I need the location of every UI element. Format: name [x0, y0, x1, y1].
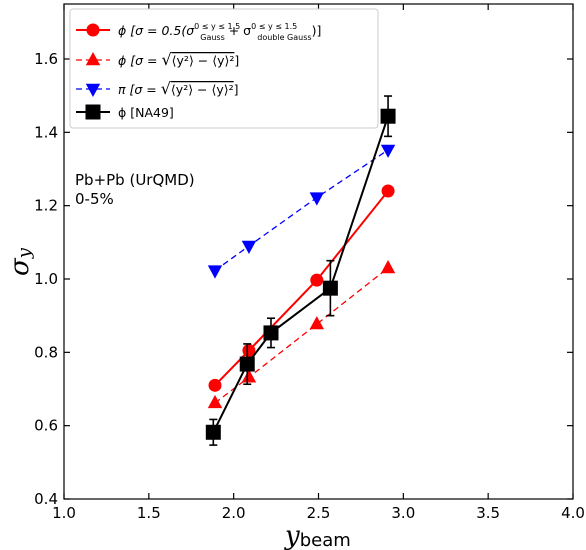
annotation-line: Pb+Pb (UrQMD): [75, 171, 195, 189]
legend-label: ϕ [NA49]: [118, 105, 174, 120]
data-point: [309, 192, 325, 206]
data-point: [263, 325, 279, 341]
x-tick-label: 2.5: [307, 504, 331, 522]
x-tick-label: 3.5: [476, 504, 500, 522]
data-point: [309, 316, 325, 330]
legend-marker: [85, 104, 101, 120]
series-line: [214, 190, 389, 387]
y-tick-label: 1.0: [34, 270, 58, 288]
series-4: [205, 95, 396, 446]
data-point: [239, 356, 255, 372]
y-axis-label: σy: [5, 247, 35, 276]
data-point: [241, 369, 257, 383]
legend-marker: [86, 23, 100, 37]
series-1: [208, 184, 395, 392]
legend-label: ϕ [σ = 0.5(σ0 ≤ y ≤ 1.5 Gauss + σ0 ≤ y ≤ …: [118, 22, 321, 42]
data-point: [380, 260, 396, 274]
x-tick-label: 3.0: [391, 504, 415, 522]
series-2: [207, 260, 396, 409]
x-tick-label: 1.0: [52, 504, 76, 522]
data-point: [208, 378, 222, 392]
data-point: [322, 280, 338, 296]
legend-label: π [σ = √⟨y²⟩ − ⟨y⟩²]: [118, 79, 239, 98]
y-tick-label: 1.4: [34, 123, 58, 141]
legend: ϕ [σ = 0.5(σ0 ≤ y ≤ 1.5 Gauss + σ0 ≤ y ≤ …: [69, 8, 379, 129]
y-tick-label: 0.8: [34, 343, 58, 361]
series-3: [207, 144, 396, 279]
data-point: [205, 424, 221, 440]
data-point: [207, 394, 223, 409]
y-tick-label: 1.6: [34, 50, 58, 68]
y-tick-label: 1.2: [34, 197, 58, 215]
data-point: [381, 184, 395, 198]
legend-label: ϕ [σ = √⟨y²⟩ − ⟨y⟩²]: [118, 50, 239, 69]
x-tick-label: 4.0: [561, 504, 585, 522]
series-line: [214, 267, 389, 404]
data-point: [242, 344, 256, 357]
series-line: [214, 149, 389, 272]
annotation-line: 0-5%: [75, 190, 114, 208]
y-tick-label: 0.6: [34, 417, 58, 435]
data-point: [380, 108, 396, 124]
y-tick-label: 0.4: [34, 490, 58, 508]
data-point: [310, 273, 324, 287]
legend-marker: [85, 52, 101, 66]
x-tick-label: 1.5: [137, 504, 161, 522]
data-point: [380, 144, 396, 158]
data-point: [241, 240, 257, 254]
x-tick-label: 2.0: [222, 504, 246, 522]
legend-frame: [69, 8, 379, 129]
x-axis-label: ybeam: [284, 521, 351, 550]
legend-marker: [85, 83, 101, 97]
data-point: [207, 265, 223, 279]
